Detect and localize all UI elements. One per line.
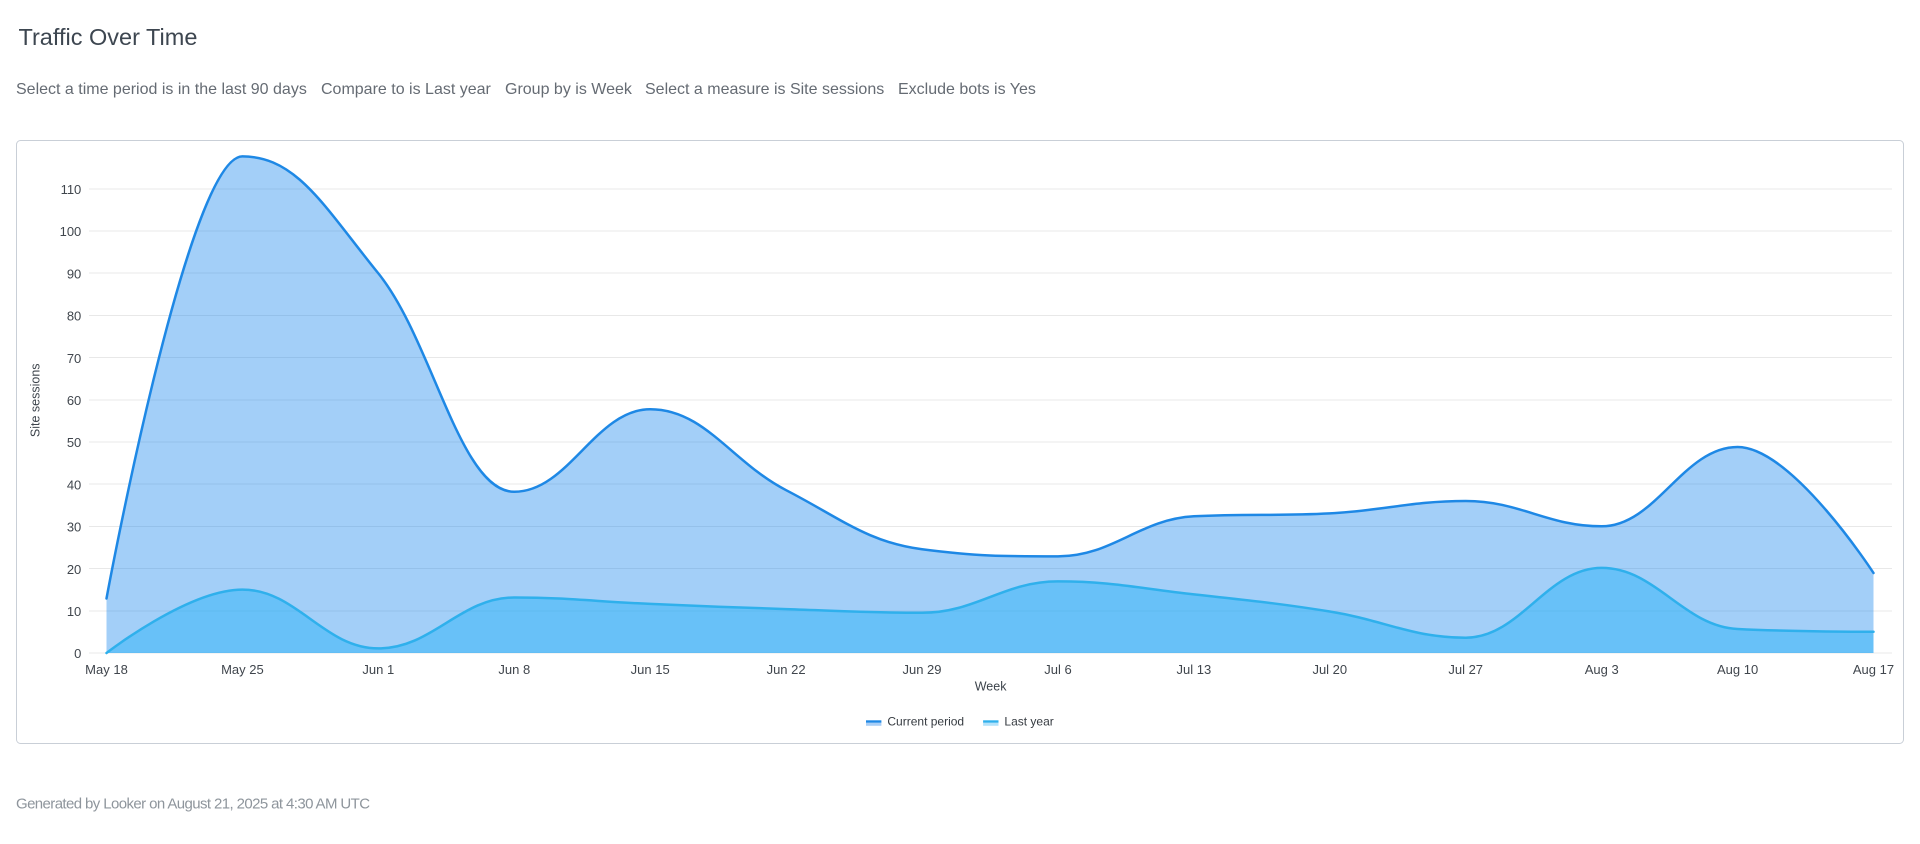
svg-text:Aug 17: Aug 17 bbox=[1853, 662, 1894, 677]
svg-text:Aug 3: Aug 3 bbox=[1585, 662, 1619, 677]
svg-text:Jun 15: Jun 15 bbox=[631, 662, 670, 677]
svg-text:60: 60 bbox=[67, 393, 81, 408]
svg-text:May 25: May 25 bbox=[221, 662, 264, 677]
svg-text:90: 90 bbox=[67, 266, 81, 281]
svg-text:Site sessions: Site sessions bbox=[29, 363, 43, 437]
svg-text:Jun 8: Jun 8 bbox=[498, 662, 530, 677]
svg-text:Jun 1: Jun 1 bbox=[362, 662, 394, 677]
svg-text:Compare to is Last year: Compare to is Last year bbox=[321, 81, 492, 98]
svg-text:May 18: May 18 bbox=[85, 662, 128, 677]
svg-text:80: 80 bbox=[67, 309, 81, 324]
svg-text:50: 50 bbox=[67, 435, 81, 450]
svg-text:Jul 20: Jul 20 bbox=[1312, 662, 1347, 677]
svg-text:Last year: Last year bbox=[1004, 714, 1053, 728]
svg-text:110: 110 bbox=[61, 182, 82, 197]
svg-text:0: 0 bbox=[74, 646, 81, 661]
svg-text:Traffic Over Time: Traffic Over Time bbox=[19, 24, 198, 50]
svg-text:30: 30 bbox=[67, 520, 81, 535]
svg-text:Jul 6: Jul 6 bbox=[1044, 662, 1071, 677]
svg-text:Jul 13: Jul 13 bbox=[1177, 662, 1212, 677]
svg-text:Current period: Current period bbox=[887, 714, 964, 728]
svg-text:Jun 29: Jun 29 bbox=[902, 662, 941, 677]
svg-text:70: 70 bbox=[67, 351, 81, 366]
svg-text:Generated by Looker on August: Generated by Looker on August 21, 2025 a… bbox=[16, 796, 370, 813]
svg-text:Week: Week bbox=[975, 680, 1007, 694]
svg-text:Aug 10: Aug 10 bbox=[1717, 662, 1758, 677]
svg-text:Select a time period is in the: Select a time period is in the last 90 d… bbox=[16, 81, 307, 98]
svg-text:40: 40 bbox=[67, 477, 81, 492]
svg-text:10: 10 bbox=[67, 604, 81, 619]
svg-text:Exclude bots is Yes: Exclude bots is Yes bbox=[898, 81, 1036, 98]
svg-text:20: 20 bbox=[67, 562, 81, 577]
svg-text:Jul 27: Jul 27 bbox=[1448, 662, 1483, 677]
svg-text:Jun 22: Jun 22 bbox=[767, 662, 806, 677]
svg-text:100: 100 bbox=[60, 224, 82, 239]
svg-text:Select a measure is Site sessi: Select a measure is Site sessions bbox=[645, 81, 884, 98]
svg-text:Group by is Week: Group by is Week bbox=[505, 81, 633, 98]
